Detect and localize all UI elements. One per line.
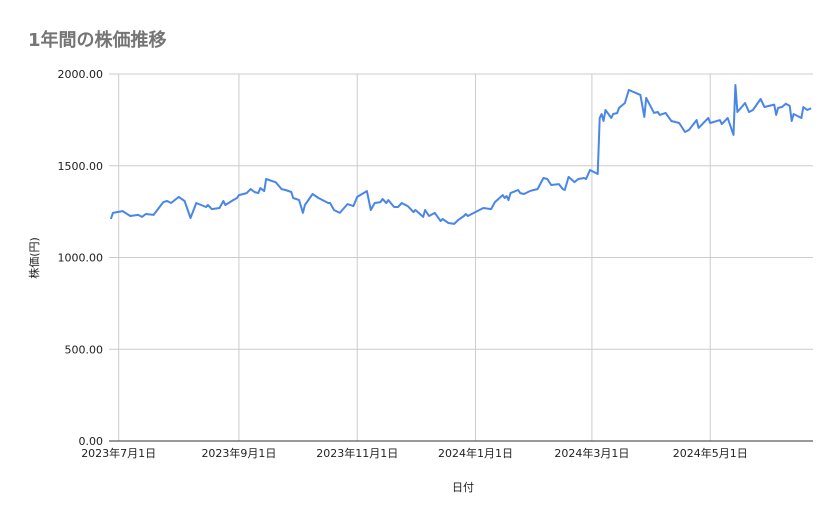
y-tick-label: 1000.00 <box>58 252 104 265</box>
y-tick-label: 2000.00 <box>58 68 104 81</box>
x-tick-label: 2024年5月1日 <box>673 446 748 460</box>
x-tick-label: 2024年3月1日 <box>554 446 629 460</box>
x-tick-label: 2023年9月1日 <box>201 446 276 460</box>
gridlines <box>109 73 813 442</box>
y-tick-label: 0.00 <box>79 435 104 448</box>
x-axis-ticks: 2023年7月1日 2023年9月1日 2023年11月1日 2024年1月1日 202… <box>81 446 748 460</box>
y-axis-label: 株価(円) <box>27 237 41 279</box>
chart-title: 1年間の株価推移 <box>28 29 167 51</box>
x-tick-label: 2024年1月1日 <box>438 446 513 460</box>
series-line <box>109 84 812 225</box>
y-axis-ticks: 0.00 500.00 1000.00 1500.00 2000.00 <box>58 68 104 448</box>
x-tick-label: 2023年11月1日 <box>316 446 398 460</box>
x-tick-label: 2023年7月1日 <box>81 446 156 460</box>
x-axis-label: 日付 <box>452 481 474 494</box>
y-tick-label: 500.00 <box>65 343 104 356</box>
y-tick-label: 1500.00 <box>58 160 104 173</box>
